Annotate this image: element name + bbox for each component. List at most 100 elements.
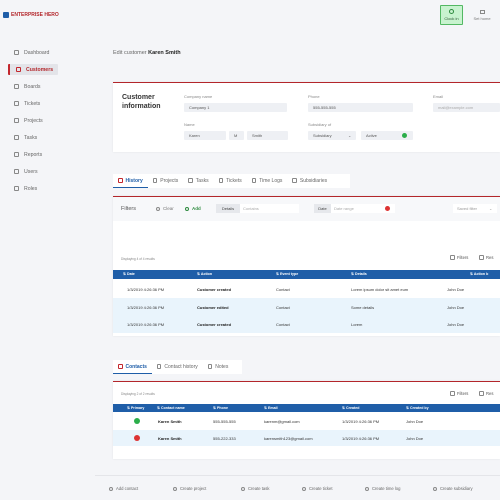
- reset-icon: [479, 391, 484, 396]
- create-task-button[interactable]: Create task: [241, 486, 269, 491]
- clock-in-button[interactable]: Clock in: [440, 5, 463, 25]
- set-home-label: Set home: [473, 15, 491, 21]
- sidebar-item-dashboard[interactable]: Dashboard: [8, 47, 58, 58]
- tab-label: History: [125, 177, 143, 184]
- tab-tickets[interactable]: Tickets: [214, 174, 247, 188]
- chevron-down-icon: ⌄: [348, 133, 352, 138]
- clear-icon: [156, 206, 160, 211]
- cell-contact-name: Karen Smith: [158, 418, 182, 424]
- footer-button-label: Create time log: [372, 486, 401, 491]
- cell-details: Lorem ipsum dolor sit amet eum: [351, 286, 409, 292]
- sidebar-item-label: Roles: [24, 185, 38, 192]
- table-filters-label: Filters: [457, 391, 469, 396]
- filters-title: Filters: [121, 206, 136, 212]
- column-header-phone[interactable]: ⇅ Phone: [213, 406, 228, 410]
- add-icon: [185, 206, 189, 211]
- sidebar-item-boards[interactable]: Boards: [8, 81, 58, 92]
- header-label: Created: [346, 406, 360, 410]
- sidebar-item-tickets[interactable]: Tickets: [8, 98, 58, 109]
- tab-label: Tasks: [195, 177, 209, 184]
- phone-field[interactable]: 555-555-555: [308, 103, 413, 112]
- last-name-field[interactable]: Smith: [247, 131, 288, 140]
- clear-filters-button[interactable]: Clear: [156, 206, 174, 211]
- details-filter-input[interactable]: Contains: [240, 204, 299, 213]
- sidebar-item-tasks[interactable]: Tasks: [8, 132, 58, 143]
- table-filters-button[interactable]: Filters: [450, 391, 468, 396]
- set-home-button[interactable]: Set home: [468, 5, 496, 25]
- tab-projects[interactable]: Projects: [148, 174, 184, 188]
- table-row[interactable]: 1/3/2019 4:26:36 PM Customer edited Cont…: [113, 298, 500, 316]
- create-ticket-button[interactable]: Create ticket: [302, 486, 333, 491]
- sidebar-item-label: Dashboard: [24, 49, 50, 56]
- subsidiary-select[interactable]: Subsidiary ⌄: [308, 131, 356, 140]
- remove-icon[interactable]: [385, 206, 390, 211]
- add-contact-button[interactable]: Add contact: [109, 486, 138, 491]
- add-filter-button[interactable]: Add: [185, 206, 201, 211]
- contacts-card: Displaying 2 of 2 results Filters Res ⇅ …: [113, 381, 500, 459]
- cell-phone: 555-555-555: [213, 418, 236, 424]
- date-range-input[interactable]: Date range: [331, 204, 395, 213]
- app-logo[interactable]: ENTERPRISE HERO: [3, 12, 59, 18]
- active-toggle[interactable]: Active: [361, 131, 413, 140]
- breadcrumb: Edit customer Karen Smith: [113, 50, 181, 56]
- primary-unset-icon[interactable]: [134, 435, 140, 441]
- tab-tasks[interactable]: Tasks: [183, 174, 213, 188]
- footer-button-label: Create subsidiary: [440, 486, 473, 491]
- roles-icon: [14, 186, 19, 191]
- sidebar-item-roles[interactable]: Roles: [8, 183, 58, 194]
- column-header-action[interactable]: ⇅ Action: [197, 272, 213, 276]
- create-subsidiary-button[interactable]: Create subsidiary: [433, 486, 473, 491]
- table-row[interactable]: 1/3/2019 4:26:36 PM Customer created Con…: [113, 315, 500, 333]
- create-time-log-button[interactable]: Create time log: [365, 486, 400, 491]
- column-header-date[interactable]: ⇅ Date: [123, 272, 135, 276]
- table-row[interactable]: Karen Smith 555-222-333 karensmith123@gm…: [113, 430, 500, 446]
- footer-button-label: Create ticket: [309, 486, 333, 491]
- middle-initial-value: M: [234, 133, 238, 138]
- column-header-event-type[interactable]: ⇅ Event type: [276, 272, 299, 276]
- details-placeholder: Contains: [243, 206, 259, 211]
- middle-initial-field[interactable]: M: [229, 131, 244, 140]
- tab-notes[interactable]: Notes: [203, 360, 234, 374]
- boards-icon: [14, 84, 19, 89]
- table-row[interactable]: 1/3/2019 4:26:36 PM Customer created Con…: [113, 280, 500, 298]
- tab-time-logs[interactable]: Time Logs: [247, 174, 288, 188]
- email-field[interactable]: mail@example.com: [433, 103, 500, 112]
- cell-event-type: Contact: [276, 304, 290, 310]
- cell-date: 1/3/2019 4:26:36 PM: [127, 321, 165, 327]
- sidebar-item-projects[interactable]: Projects: [8, 115, 58, 126]
- subsidiary-label: Subsidiary of: [308, 122, 332, 127]
- tab-subsidiaries[interactable]: Subsidiaries: [287, 174, 332, 188]
- primary-check-icon[interactable]: [134, 418, 140, 424]
- tab-contact-history[interactable]: Contact history: [152, 360, 203, 374]
- cell-contact-name: Karen Smith: [158, 435, 182, 441]
- sidebar-item-customers[interactable]: Customers: [8, 64, 58, 75]
- phone-value: 555-555-555: [313, 105, 336, 110]
- create-project-button[interactable]: Create project: [173, 486, 206, 491]
- tab-history[interactable]: History: [113, 174, 148, 188]
- sidebar-item-users[interactable]: Users: [8, 166, 58, 177]
- table-reset-button[interactable]: Res: [479, 391, 493, 396]
- subsidiaries-icon: [292, 178, 297, 183]
- column-header-email[interactable]: ⇅ Email: [264, 406, 278, 410]
- tab-contacts[interactable]: Contacts: [113, 360, 152, 374]
- column-header-primary[interactable]: ⇅ Primary: [127, 406, 145, 410]
- column-header-details[interactable]: ⇅ Details: [351, 272, 367, 276]
- contact-history-icon: [156, 364, 162, 369]
- cell-event-type: Contact: [276, 286, 290, 292]
- column-header-created[interactable]: ⇅ Created: [342, 406, 360, 410]
- header-label: Date: [127, 272, 135, 276]
- table-row[interactable]: Karen Smith 555-555-555 karenm@gmail.com…: [113, 413, 500, 429]
- saved-filter-label: Saved filter: [457, 206, 478, 211]
- column-header-created-by[interactable]: ⇅ Created by: [406, 406, 429, 410]
- details-label-text: Details: [221, 206, 235, 211]
- first-name-field[interactable]: Karen: [184, 131, 226, 140]
- sidebar-item-reports[interactable]: Reports: [8, 149, 58, 160]
- table-filters-button[interactable]: Filters: [450, 255, 468, 260]
- table-reset-button[interactable]: Res: [479, 255, 493, 260]
- column-header-action-by[interactable]: ⇅ Action b: [470, 272, 489, 276]
- company-name-field[interactable]: Company 1: [184, 103, 287, 112]
- header-label: Email: [268, 406, 278, 410]
- saved-filter-select[interactable]: Saved filter ⌄: [453, 204, 497, 213]
- sidebar-item-label: Projects: [24, 117, 43, 124]
- column-header-contact-name[interactable]: ⇅ Contact name: [157, 406, 185, 410]
